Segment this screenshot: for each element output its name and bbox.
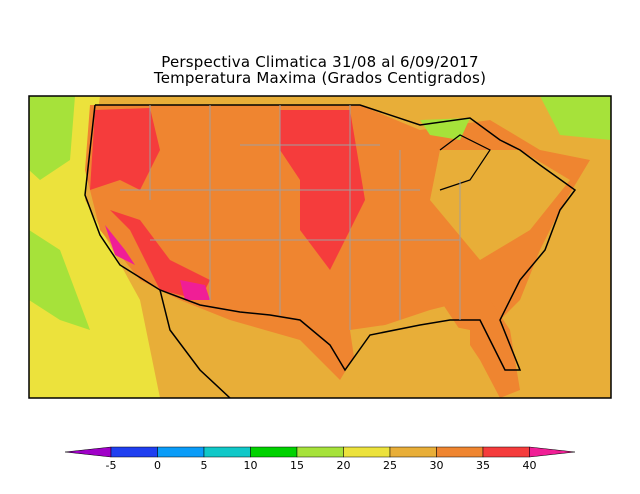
- colorbar-tick-label: 5: [200, 459, 208, 472]
- map-frame: [28, 95, 612, 399]
- colorbar-segment: [203, 446, 251, 458]
- us-coastline: [84, 104, 577, 372]
- colorbar-segment: [110, 446, 158, 458]
- cool-area-nw: [29, 96, 75, 180]
- hot-area-northwest: [90, 108, 160, 190]
- land-florida: [440, 300, 520, 398]
- extreme-area-california: [105, 225, 135, 265]
- colorbar-over-triangle: [529, 446, 576, 458]
- colorbar-tick-label: 20: [336, 459, 351, 472]
- cool-area-pacific: [29, 230, 90, 330]
- colorbar-segment: [436, 446, 484, 458]
- colorbar-tick-label: 15: [290, 459, 304, 472]
- colorbar-tick-label: 30: [429, 459, 444, 472]
- cool-area-ne: [540, 96, 611, 140]
- colorbar-segment: [343, 446, 391, 458]
- hot-area-southwest: [110, 210, 210, 300]
- baja-coastline: [159, 289, 231, 398]
- state-borders: [120, 105, 461, 330]
- extreme-area-arizona: [180, 280, 210, 300]
- colorbar-tick-label: 40: [522, 459, 537, 472]
- colorbar-tick-label: 0: [154, 459, 161, 472]
- gulf-of-mexico: [350, 320, 470, 398]
- colorbar-tick-label: 10: [243, 459, 258, 472]
- colorbar-under-triangle: [64, 446, 112, 458]
- colorbar-tick-label: 35: [476, 459, 490, 472]
- mild-area-east: [430, 150, 570, 260]
- colorbar-segment: [296, 446, 344, 458]
- pacific-ocean: [29, 96, 160, 398]
- colorbar-tick-label: 25: [383, 459, 397, 472]
- colorbar-segment: [157, 446, 205, 458]
- colorbar-segment: [250, 446, 298, 458]
- colorbar-segment: [482, 446, 530, 458]
- colorbar-segment: [389, 446, 437, 458]
- title-line-2: Temperatura Maxima (Grados Centigrados): [153, 69, 487, 87]
- title-line-1: Perspectiva Climatica 31/08 al 6/09/2017: [161, 53, 479, 71]
- colorbar-tick-label: -5: [105, 459, 117, 472]
- colorbar: [64, 446, 576, 458]
